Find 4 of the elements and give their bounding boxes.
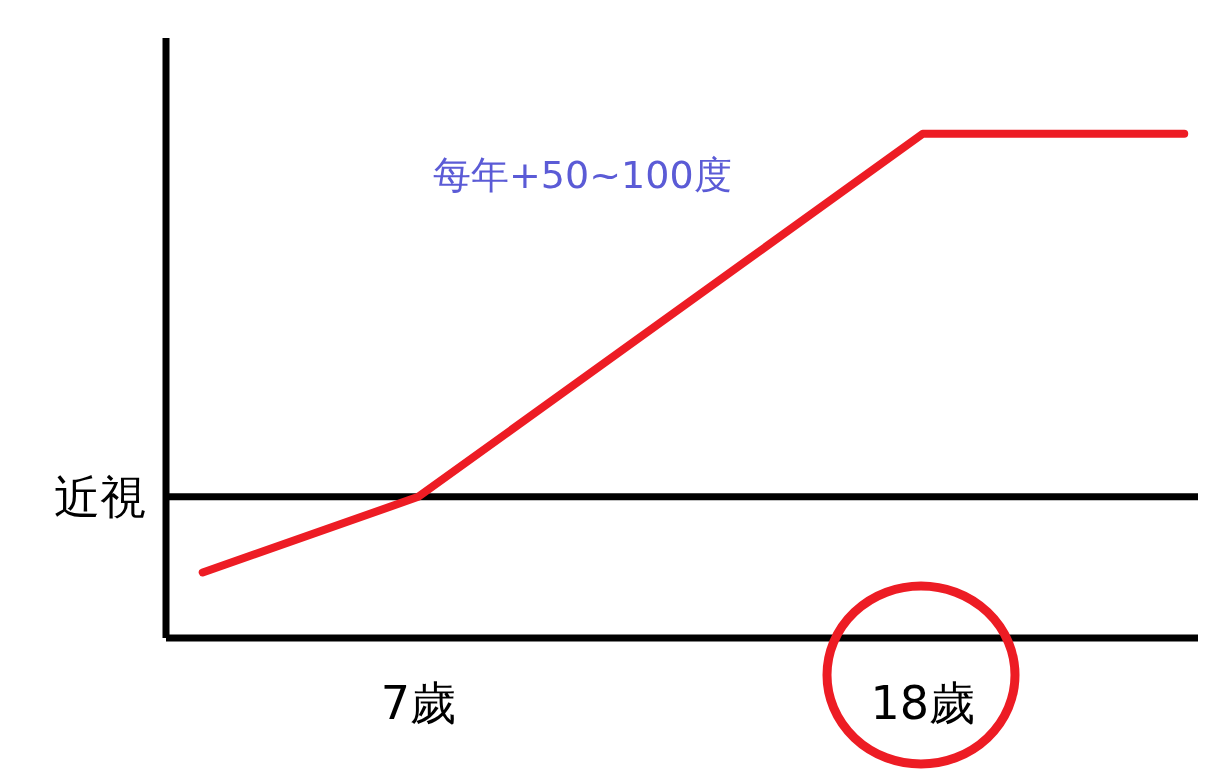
x-tick-label: 7歲: [380, 675, 456, 730]
ref-line-label: 近視: [54, 470, 146, 525]
x-tick-label: 18歲: [870, 675, 976, 730]
annotation: 每年+50~100度: [433, 152, 732, 199]
